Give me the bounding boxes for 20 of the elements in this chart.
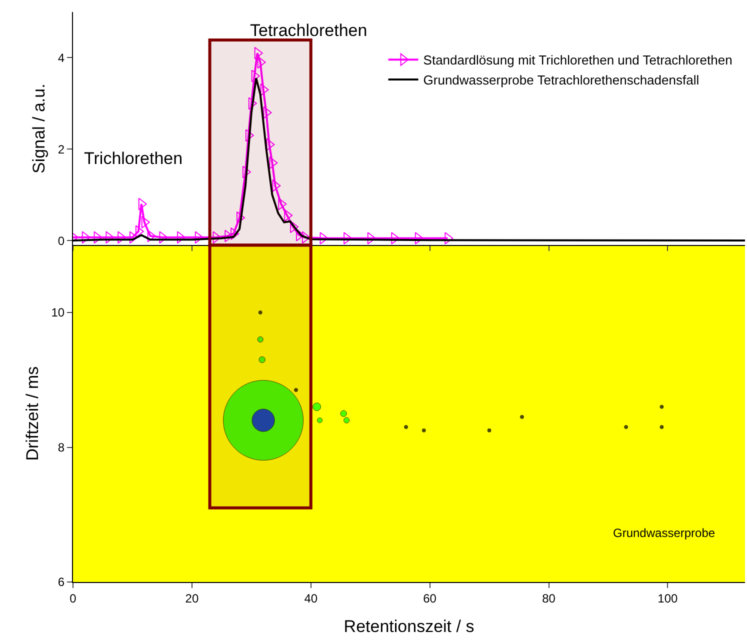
- x-tick-label: 0: [70, 591, 77, 606]
- x-tick-label: 60: [423, 591, 437, 606]
- legend-label: Standardlösung mit Trichlorethen und Tetrachlorethen: [423, 52, 732, 68]
- x-tick-label: 20: [185, 591, 199, 606]
- y-axis-title: Driftzeit / ms: [22, 366, 42, 461]
- y-tick-label: 2: [58, 142, 65, 156]
- annotation: Tetrachlorethen: [250, 21, 368, 40]
- y-tick-label: 8: [58, 440, 65, 454]
- y-tick-label: 0: [58, 234, 65, 248]
- y-tick-label: 10: [51, 306, 65, 320]
- y-axis-title: Signal / a.u.: [29, 84, 48, 174]
- annotation: Trichlorethen: [84, 149, 183, 168]
- x-axis-title: Retentionszeit / s: [344, 616, 474, 636]
- y-tick-label: 4: [58, 50, 65, 65]
- x-tick-label: 80: [542, 591, 556, 606]
- annotation: Grundwasserprobe: [613, 526, 716, 540]
- x-tick-label: 40: [304, 591, 318, 606]
- legend-label: Grundwasserprobe Tetrachlorethenschadensfall: [423, 72, 700, 88]
- y-tick-label: 6: [58, 575, 65, 590]
- x-tick-label: 100: [658, 591, 678, 606]
